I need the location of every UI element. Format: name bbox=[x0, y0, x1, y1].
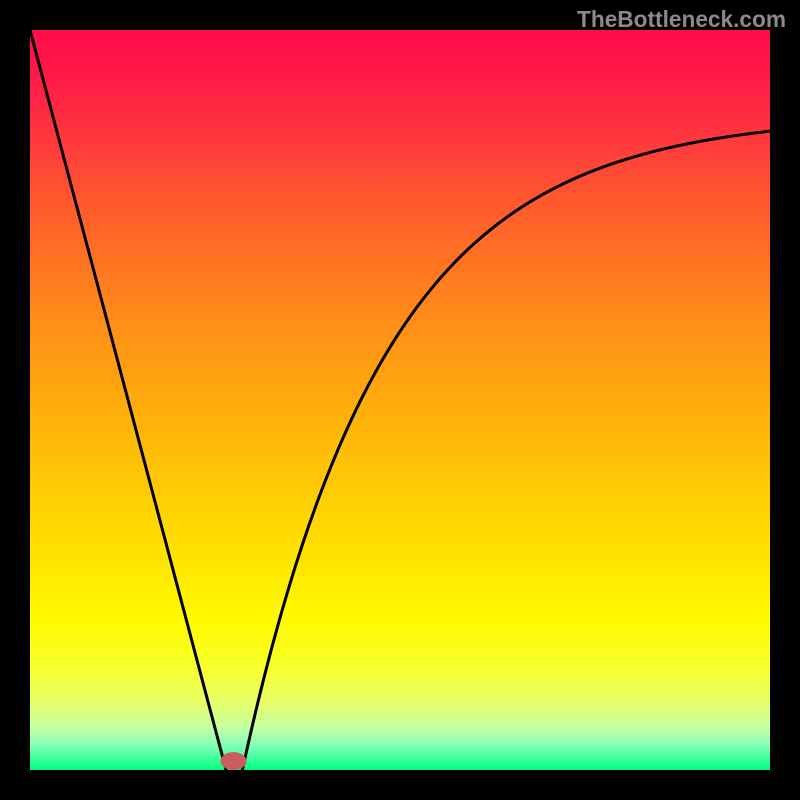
chart-svg bbox=[0, 0, 800, 800]
watermark-text: TheBottleneck.com bbox=[577, 6, 786, 33]
optimum-marker bbox=[221, 752, 247, 770]
bottleneck-chart: TheBottleneck.com bbox=[0, 0, 800, 800]
plot-background bbox=[30, 30, 770, 770]
